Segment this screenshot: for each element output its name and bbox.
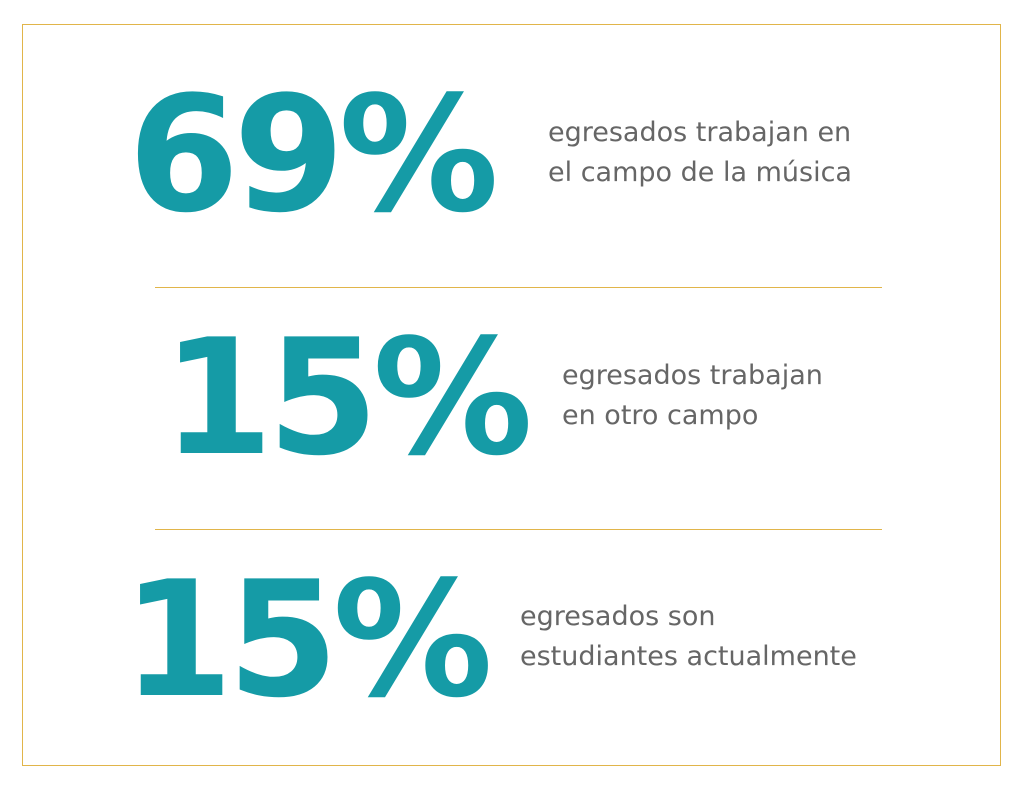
description-line: el campo de la música	[548, 157, 852, 188]
description-line: en otro campo	[562, 400, 759, 431]
stat-description: egresados trabajan en el campo de la músi…	[548, 113, 852, 193]
description-line: egresados trabajan	[562, 360, 823, 391]
stat-value: 69%	[128, 61, 499, 248]
description-line: egresados trabajan en	[548, 117, 852, 148]
divider	[155, 529, 882, 530]
description-line: egresados son	[520, 601, 716, 632]
stat-value: 15%	[162, 304, 533, 491]
stat-value: 15%	[122, 546, 493, 733]
divider	[155, 287, 882, 288]
frame	[22, 24, 1001, 766]
stat-description: egresados son estudiantes actualmente	[520, 597, 857, 677]
stat-description: egresados trabajan en otro campo	[562, 356, 823, 436]
description-line: estudiantes actualmente	[520, 641, 857, 672]
